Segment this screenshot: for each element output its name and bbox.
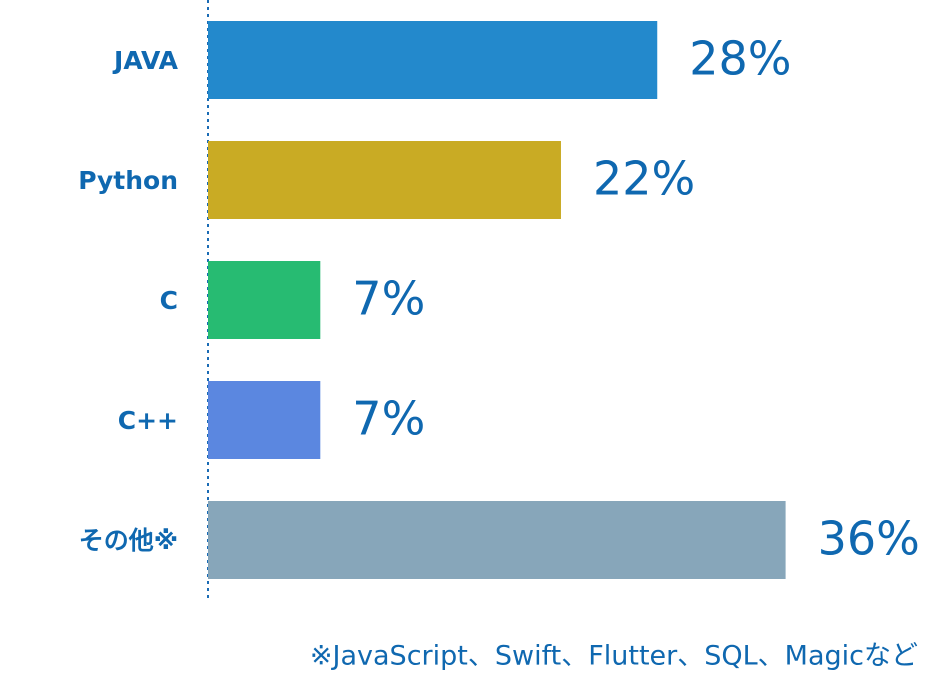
- footnote: ※JavaScript、Swift、Flutter、SQL、Magicなど: [310, 641, 918, 672]
- bar: [208, 21, 658, 99]
- category-label: その他※: [79, 526, 178, 555]
- bar: [208, 501, 786, 579]
- category-label: Python: [78, 166, 178, 195]
- bar: [208, 381, 321, 459]
- bar: [208, 141, 561, 219]
- bar: [208, 261, 321, 339]
- category-label: C: [160, 286, 178, 315]
- value-label: 22%: [593, 152, 695, 206]
- value-label: 36%: [818, 512, 920, 566]
- value-label: 28%: [689, 32, 791, 86]
- value-label: 7%: [352, 272, 425, 326]
- category-label: C++: [118, 406, 178, 435]
- category-label: JAVA: [112, 46, 179, 75]
- value-label: 7%: [352, 392, 425, 446]
